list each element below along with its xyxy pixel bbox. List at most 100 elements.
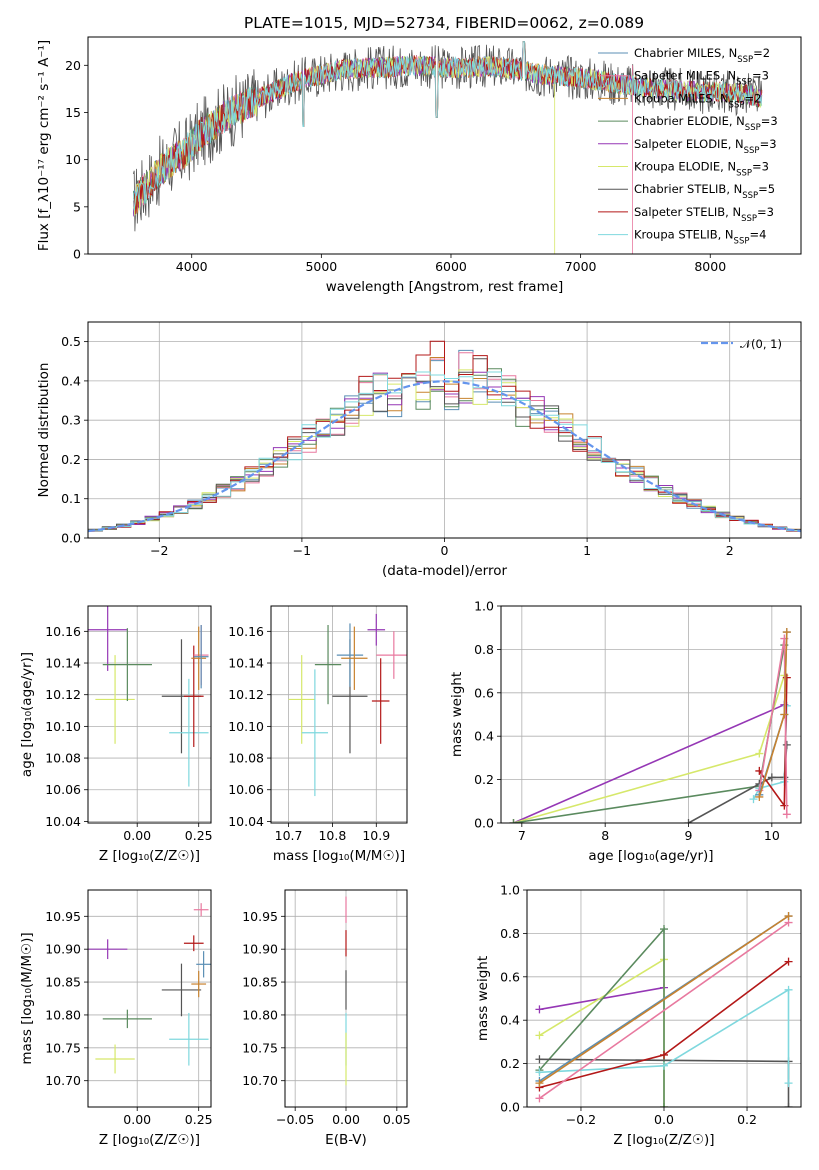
y-tick-label: 10.90 bbox=[242, 942, 278, 957]
y-tick-label: 10.10 bbox=[45, 719, 81, 734]
x-tick-label: 0.05 bbox=[383, 1112, 411, 1127]
x-tick-label: 5000 bbox=[305, 259, 337, 274]
x-tick-label: 4000 bbox=[176, 259, 208, 274]
weight-marker-kroupa_stelib bbox=[784, 985, 793, 994]
legend-subscript: SSP bbox=[741, 214, 757, 224]
axes-frame bbox=[87, 321, 802, 539]
y-tick-label: 10.75 bbox=[45, 1040, 81, 1055]
weight-marker-chabrier_elodie bbox=[660, 925, 668, 934]
x-tick-label: 7 bbox=[518, 828, 526, 843]
y-axis-label: Normed distribution bbox=[36, 363, 52, 498]
x-tick-label: 0.00 bbox=[123, 828, 151, 843]
y-tick-label: 0.0 bbox=[61, 531, 81, 546]
weight-line-kroupa_stelib bbox=[539, 988, 790, 1084]
weight-marker-kroupa_stelib bbox=[535, 1068, 544, 1077]
x-tick-label: 7000 bbox=[565, 259, 597, 274]
x-tick-label: −0.05 bbox=[276, 1112, 314, 1127]
y-tick-label: 10.85 bbox=[45, 975, 81, 990]
residuals-chart: −2 −1 0 1 2 0.0 0.1 0.2 0.3 0.4 0.5 (data-model)/er… bbox=[36, 321, 802, 579]
legend-suffix: =4 bbox=[749, 228, 766, 242]
legend-subscript: SSP bbox=[736, 169, 752, 179]
y-tick-label: 10.14 bbox=[45, 656, 81, 671]
legend-subscript: SSP bbox=[744, 146, 760, 156]
x-tick-label: 2 bbox=[726, 543, 734, 558]
weight-marker-kroupa_stelib bbox=[784, 1079, 793, 1088]
y-axis-label: mass weight bbox=[449, 672, 465, 757]
weight-marker-chabrier_elodie bbox=[509, 819, 518, 823]
y-tick-label: 10.04 bbox=[45, 814, 81, 829]
y-tick-label: 1.0 bbox=[474, 599, 494, 614]
histogram-kroupa_stelib bbox=[88, 371, 801, 532]
weight-line-salpeter_miles bbox=[539, 921, 789, 1099]
age_vs_mass-plot-area bbox=[288, 613, 407, 797]
y-tick-label: 0.2 bbox=[500, 1056, 520, 1071]
x-tick-label: 0.0 bbox=[654, 1112, 674, 1127]
y-tick-label: 0.2 bbox=[474, 772, 494, 787]
x-axis-label: E(B-V) bbox=[325, 1132, 367, 1148]
legend-suffix: =3 bbox=[757, 205, 774, 219]
y-tick-label: 10.85 bbox=[242, 975, 278, 990]
y-tick-label: 0.6 bbox=[474, 685, 494, 700]
axes-frame bbox=[526, 889, 802, 1108]
y-tick-label: 10.16 bbox=[45, 624, 81, 639]
y-tick-label: 10.75 bbox=[242, 1040, 278, 1055]
y-tick-label: 0.0 bbox=[474, 816, 494, 831]
legend-suffix: =3 bbox=[752, 69, 769, 83]
x-tick-label: −1 bbox=[293, 543, 311, 558]
age_vs_mass-chart: 10.7 10.8 10.9 10.04 10.06 10.08 10.10 10.12 10.… bbox=[228, 605, 408, 864]
legend-suffix: =3 bbox=[752, 160, 769, 174]
weight-marker-kroupa_miles bbox=[535, 1079, 544, 1088]
y-tick-label: 0.5 bbox=[61, 334, 81, 349]
weight-marker-salpeter_stelib bbox=[784, 957, 793, 966]
y-axis-label: mass weight bbox=[475, 956, 491, 1041]
legend-suffix: =3 bbox=[761, 114, 778, 128]
weight_vs_age-chart: 7 8 9 10 0.0 0.2 0.4 0.6 0.8 1.0 age [log₁₀(age/yr… bbox=[449, 599, 802, 864]
x-tick-label: 10 bbox=[764, 828, 780, 843]
y-tick-label: 10.95 bbox=[242, 909, 278, 924]
y-tick-label: 10 bbox=[65, 152, 81, 167]
axes-frame bbox=[270, 605, 408, 824]
x-axis-label: (data-model)/error bbox=[382, 563, 508, 579]
y-tick-label: 10.16 bbox=[228, 624, 264, 639]
weight-marker-salpeter_elodie bbox=[535, 1005, 544, 1014]
spectrum-plot-area bbox=[133, 41, 763, 254]
mass_vs_ebv-chart: −0.05 0.00 0.05 10.70 10.75 10.80 10.85 10.90 10… bbox=[242, 889, 411, 1148]
weight-line-salpeter_elodie bbox=[513, 703, 785, 823]
y-tick-label: 10.12 bbox=[45, 687, 81, 702]
y-tick-label: 20 bbox=[65, 58, 81, 73]
x-tick-label: 0 bbox=[441, 543, 449, 558]
weight-marker-kroupa_miles bbox=[780, 710, 789, 719]
y-tick-label: 10.70 bbox=[45, 1073, 81, 1088]
weight_vs_Z-plot-area bbox=[535, 912, 793, 1107]
weight-line-kroupa_miles bbox=[539, 915, 789, 1084]
legend-suffix: =5 bbox=[758, 182, 775, 196]
weight-marker-kroupa_elodie bbox=[535, 1031, 544, 1040]
x-tick-label: 0.00 bbox=[123, 1112, 151, 1127]
weight-marker-kroupa_stelib bbox=[749, 795, 758, 804]
x-tick-label: −0.2 bbox=[566, 1112, 596, 1127]
y-tick-label: 0.8 bbox=[474, 642, 494, 657]
x-tick-label: 10.9 bbox=[362, 828, 390, 843]
residuals-plot-area bbox=[88, 340, 801, 533]
y-tick-label: 10.10 bbox=[228, 719, 264, 734]
y-tick-label: 10.80 bbox=[242, 1007, 278, 1022]
y-tick-label: 0.6 bbox=[500, 969, 520, 984]
y-tick-label: 10.70 bbox=[242, 1073, 278, 1088]
y-axis-label: Flux [f_λ10⁻¹⁷ erg cm⁻² s⁻¹ A⁻¹] bbox=[36, 40, 52, 251]
weight-marker-salpeter_miles bbox=[782, 810, 791, 819]
y-tick-label: 0.4 bbox=[61, 373, 81, 388]
x-axis-label: Z [log₁₀(Z/Z☉)] bbox=[613, 1132, 714, 1148]
weight-marker-kroupa_miles bbox=[755, 792, 764, 801]
axes-frame bbox=[87, 605, 212, 824]
x-tick-label: 0.25 bbox=[185, 1112, 213, 1127]
y-tick-label: 1.0 bbox=[500, 883, 520, 898]
x-axis-label: mass [log₁₀(M/M☉)] bbox=[273, 848, 405, 864]
mass_vs_Z-plot-area bbox=[88, 903, 211, 1074]
x-tick-label: 8000 bbox=[694, 259, 726, 274]
weight-marker-chabrier_elodie bbox=[660, 1103, 668, 1107]
y-tick-label: 0.4 bbox=[500, 1013, 520, 1028]
legend-subscript: SSP bbox=[742, 191, 758, 201]
y-tick-label: 10.95 bbox=[45, 909, 81, 924]
y-tick-label: 0.8 bbox=[500, 926, 520, 941]
